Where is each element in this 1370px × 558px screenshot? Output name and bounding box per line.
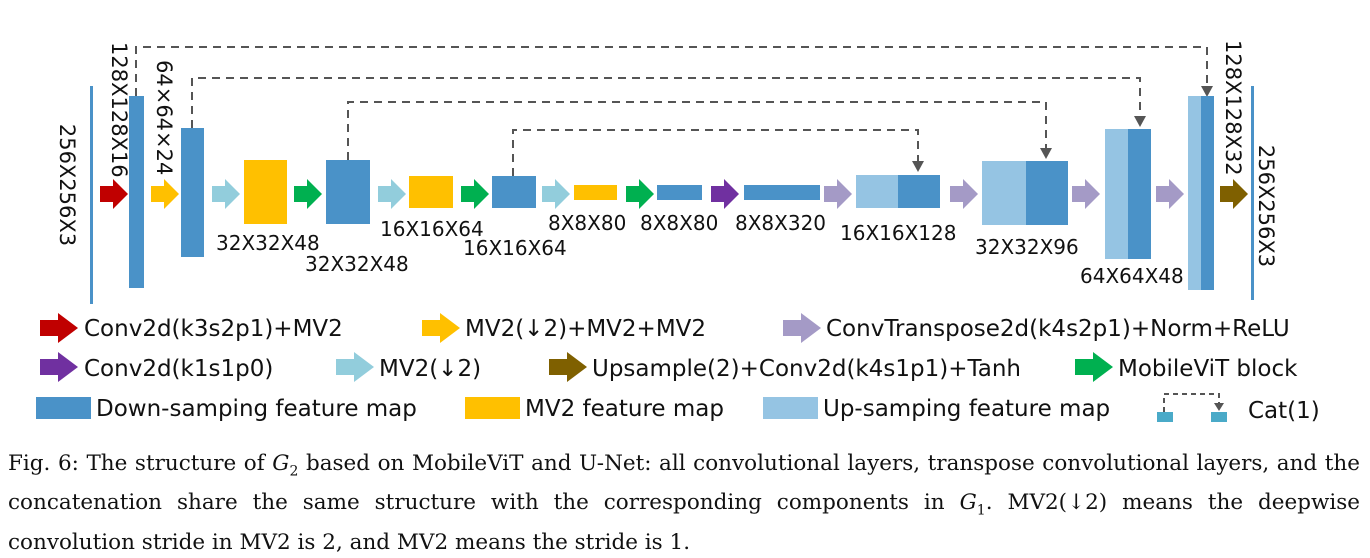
legend-cat-left-box <box>1157 412 1173 422</box>
skip-arrowhead-128 <box>1201 86 1213 97</box>
output-line <box>1251 86 1254 300</box>
legend-green-arrow <box>1075 352 1113 382</box>
legend-cat-dashed-line <box>1163 393 1220 412</box>
fm-up-32x32-a <box>982 161 1026 225</box>
skip-arrowhead-32 <box>1040 148 1052 159</box>
arrow-convtranspose-2 <box>950 179 978 209</box>
legend-yellow-arrow <box>422 313 460 343</box>
fm-up-128x128-b <box>1201 96 1214 290</box>
caption-g1-subscript: 1 <box>976 502 986 519</box>
caption-text-1: The structure of <box>86 451 265 476</box>
skip-line-32 <box>347 101 1047 160</box>
figure-caption: Fig. 6: The structure of G2 based on Mob… <box>8 448 1360 558</box>
label-input-dim: 256X256X3 <box>55 124 79 246</box>
skip-connections <box>135 46 1208 176</box>
legend-cat-right-box <box>1211 412 1227 422</box>
legend-up-swatch <box>763 397 818 419</box>
legend-brown-arrow <box>549 352 587 382</box>
legend-red-label: Conv2d(k3s2p1)+MV2 <box>84 316 343 342</box>
fm-8x8x80 <box>657 185 702 200</box>
arrow-conv-k1s1p0 <box>711 179 739 209</box>
legend-cat-arrowhead <box>1214 403 1224 411</box>
fm-up-16x16-b <box>898 175 940 208</box>
fm-32x32x48 <box>326 160 370 224</box>
legend-mv2-swatch <box>465 397 520 419</box>
caption-fig-number: Fig. 6: <box>8 451 79 476</box>
legend-yellow-label: MV2(↓2)+MV2+MV2 <box>465 316 706 342</box>
arrow-mv2-down-3 <box>542 179 570 209</box>
legend-purple-arrow <box>40 352 78 382</box>
fm-up-16x16-a <box>856 175 898 208</box>
legend-green-label: MobileViT block <box>1118 356 1298 382</box>
legend-down-label: Down-samping feature map <box>96 396 417 422</box>
legend-lightblue-arrow <box>336 352 374 382</box>
label-64x64x48: 64X64X48 <box>1080 264 1184 288</box>
skip-arrowheads <box>912 86 1213 172</box>
arrow-conv-k3s2p1 <box>100 179 128 209</box>
caption-g-symbol-2: G <box>959 490 977 516</box>
fm-mv2-8x8x80 <box>574 185 617 200</box>
fm-up-64x64-b <box>1128 129 1151 259</box>
arrow-convtranspose-1 <box>824 179 852 209</box>
label-output-dim: 256X256X3 <box>1254 145 1278 267</box>
label-16x16x64-mv2: 16X16X64 <box>380 217 484 241</box>
label-8x8x80-mv2: 8X8X80 <box>548 211 626 235</box>
label-32x32x48: 32X32X48 <box>305 252 409 276</box>
arrow-mv2-down-2 <box>378 179 406 209</box>
fm-mv2-16x16x64 <box>409 176 453 208</box>
legend: Conv2d(k3s2p1)+MV2 MV2(↓2)+MV2+MV2 ConvT… <box>36 313 1320 424</box>
input-line <box>90 86 93 304</box>
fm-16x16x64 <box>492 176 536 208</box>
arrow-convtranspose-4 <box>1156 179 1184 209</box>
caption-g-symbol: G <box>272 451 290 476</box>
skip-line-128 <box>135 46 1208 96</box>
label-128x128x32: 128X128X32 <box>1221 40 1245 176</box>
label-32x32x48-mv2: 32X32X48 <box>216 231 320 255</box>
skip-line-64 <box>191 77 1141 128</box>
arrow-upsample-tanh <box>1220 179 1248 209</box>
label-8x8x80: 8X8X80 <box>640 211 718 235</box>
skip-arrowhead-16 <box>912 161 924 172</box>
label-32x32x96: 32X32X96 <box>975 235 1079 259</box>
fm-mv2-32x32x48 <box>244 160 287 224</box>
fm-64x64x24 <box>181 128 204 257</box>
legend-up-label: Up-samping feature map <box>823 396 1110 422</box>
legend-down-swatch <box>36 397 91 419</box>
label-64x64x24: 64×64×24 <box>152 60 176 175</box>
fm-8x8x320 <box>744 185 820 200</box>
caption-text-3: . MV2(↓2) means the deepwise convolution… <box>8 490 1360 555</box>
arrow-mv2-down-mv2-mv2 <box>151 179 179 209</box>
label-8x8x320: 8X8X320 <box>735 211 826 235</box>
legend-red-arrow <box>40 313 78 343</box>
fm-up-64x64-a <box>1105 129 1128 259</box>
caption-text-2: based on MobileViT and U-Net: all convol… <box>8 451 1360 516</box>
fm-128x128x16 <box>129 96 144 288</box>
label-128x128x16: 128X128X16 <box>107 42 131 178</box>
arrow-mobilevit-2 <box>461 179 489 209</box>
caption-g2-subscript: 2 <box>289 463 299 480</box>
legend-lilac-label: ConvTranspose2d(k4s2p1)+Norm+ReLU <box>826 316 1290 342</box>
arrow-mobilevit-3 <box>626 179 654 209</box>
legend-lightblue-label: MV2(↓2) <box>379 356 481 382</box>
legend-mv2-label: MV2 feature map <box>525 396 724 422</box>
skip-arrowhead-64 <box>1134 116 1146 127</box>
arrow-mv2-down-1 <box>212 179 240 209</box>
legend-cat-label: Cat(1) <box>1248 398 1320 424</box>
fm-up-32x32-b <box>1026 161 1068 225</box>
skip-line-16 <box>512 129 919 176</box>
fm-up-128x128-a <box>1188 96 1201 290</box>
legend-brown-label: Upsample(2)+Conv2d(k4s1p1)+Tanh <box>592 356 1021 382</box>
arrow-mobilevit-1 <box>294 179 322 209</box>
label-16x16x128: 16X16X128 <box>840 221 956 245</box>
label-16x16x64: 16X16X64 <box>463 236 567 260</box>
legend-lilac-arrow <box>783 313 821 343</box>
legend-purple-label: Conv2d(k1s1p0) <box>84 356 273 382</box>
flow-arrows <box>100 179 1248 209</box>
arrow-convtranspose-3 <box>1072 179 1100 209</box>
